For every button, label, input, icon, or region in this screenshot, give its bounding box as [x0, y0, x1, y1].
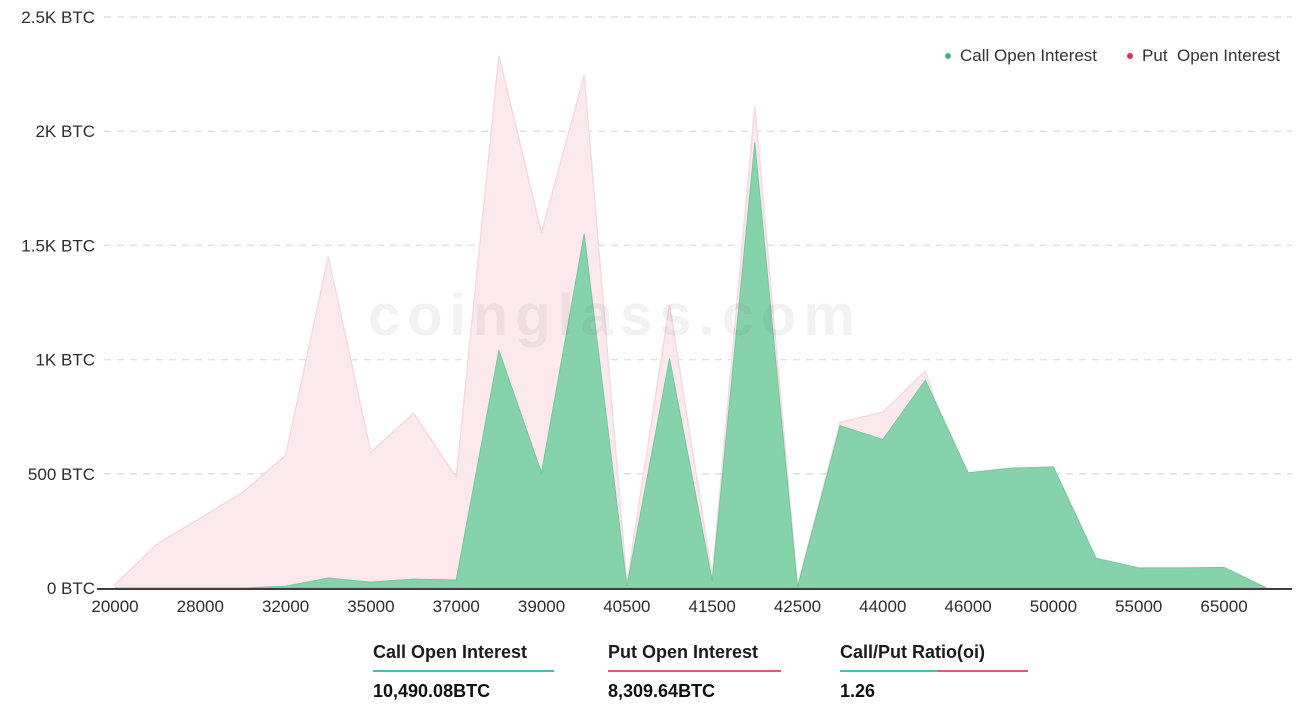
x-axis-tick-label: 39000 [518, 597, 565, 616]
stat-call-label: Call Open Interest [373, 642, 528, 662]
stat-put-underline [608, 670, 781, 672]
stat-call-put-ratio: Call/Put Ratio(oi) 1.26 [840, 641, 1028, 702]
summary-stats: Call Open Interest 10,490.08BTC Put Open… [0, 641, 1308, 707]
stat-put-open-interest: Put Open Interest 8,309.64BTC [608, 641, 781, 702]
y-axis-tick-label: 1.5K BTC [21, 236, 95, 255]
y-axis-tick-label: 0 BTC [47, 579, 95, 598]
x-axis-tick-label: 44000 [859, 597, 906, 616]
stat-ratio-value: 1.26 [840, 681, 876, 701]
legend-call-label: Call Open Interest [960, 46, 1098, 65]
stat-call-value: 10,490.08BTC [373, 681, 491, 701]
legend-item-put[interactable]: Put Open Interest [1127, 46, 1280, 66]
stat-put-label: Put Open Interest [608, 642, 759, 662]
y-axis-tick-label: 2.5K BTC [21, 8, 95, 27]
put-legend-marker-icon [1127, 53, 1134, 59]
x-axis-tick-label: 40500 [603, 597, 650, 616]
open-interest-by-strike-chart: 0 BTC 500 BTC 1K BTC 1.5K BTC 2K BTC 2.5K BTC… [21, 8, 1292, 616]
x-axis-tick-label: 46000 [944, 597, 991, 616]
stat-put-value: 8,309.64BTC [608, 681, 716, 701]
stat-ratio-underline [840, 670, 1028, 672]
chart-legend: Call Open Interest Put Open Interest [945, 46, 1280, 66]
x-axis-tick-label: 35000 [347, 597, 394, 616]
stat-call-underline [373, 670, 554, 672]
x-axis-tick-label: 55000 [1115, 597, 1162, 616]
stat-ratio-label: Call/Put Ratio(oi) [840, 642, 985, 662]
y-axis-tick-label: 500 BTC [28, 465, 95, 484]
x-axis-tick-label: 42500 [774, 597, 821, 616]
x-axis-tick-label: 20000 [91, 597, 138, 616]
call-open-interest-area [115, 142, 1267, 589]
x-axis-tick-label: 41500 [689, 597, 736, 616]
y-axis-tick-label: 1K BTC [35, 351, 95, 370]
x-axis-tick-label: 28000 [177, 597, 224, 616]
call-legend-marker-icon [945, 53, 952, 59]
legend-put-label: Put Open Interest [1142, 46, 1280, 65]
x-axis-tick-label: 65000 [1200, 597, 1247, 616]
x-axis-tick-label: 37000 [433, 597, 480, 616]
x-axis-tick-label: 32000 [262, 597, 309, 616]
x-axis-tick-label: 50000 [1030, 597, 1077, 616]
y-axis-tick-label: 2K BTC [35, 122, 95, 141]
stat-call-open-interest: Call Open Interest 10,490.08BTC [373, 641, 554, 702]
legend-item-call[interactable]: Call Open Interest [945, 46, 1097, 66]
